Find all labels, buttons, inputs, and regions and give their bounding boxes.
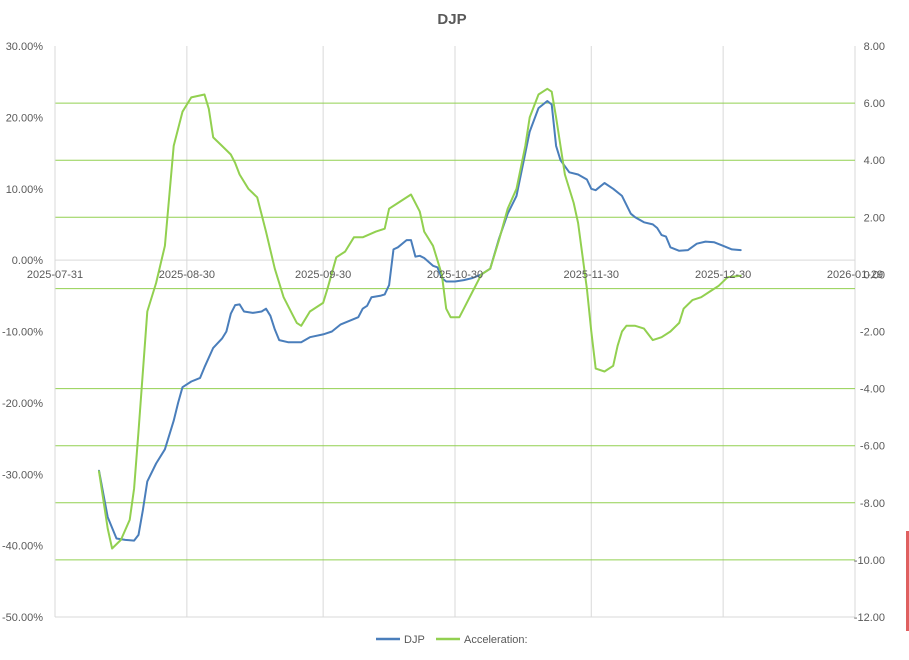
y-right-tick-label: -6.00	[860, 441, 885, 453]
legend: DJP Acceleration:	[376, 634, 528, 646]
y-right-tick-label: -2.00	[860, 327, 885, 339]
y-left-tick-label: 20.00%	[6, 112, 44, 124]
y-right-tick-label: 0.00	[864, 269, 885, 281]
djp-line	[98, 100, 742, 542]
x-tick-label: 2025-10-30	[427, 269, 483, 281]
x-tick-label: 2026-01-29	[827, 269, 883, 281]
legend-label-0: DJP	[404, 634, 425, 646]
y-left-tick-label: 30.00%	[6, 41, 44, 53]
y-right-tick-label: -10.00	[854, 555, 885, 567]
y-left-tick-label: 0.00%	[12, 255, 43, 267]
y-left-tick-label: -10.00%	[2, 327, 43, 339]
y-right-tick-label: 2.00	[864, 212, 885, 224]
y-right-tick-label: -4.00	[860, 384, 885, 396]
x-tick-label: 2025-08-30	[159, 269, 215, 281]
y-right-tick-label: 4.00	[864, 155, 885, 167]
gridlines	[54, 46, 856, 617]
axes	[54, 46, 855, 618]
y-right-tick-label: 8.00	[864, 41, 885, 53]
x-tick-label: 2025-11-30	[564, 269, 619, 281]
legend-label-1: Acceleration:	[464, 634, 528, 646]
x-tick-label: 2025-12-30	[695, 269, 751, 281]
right-edge-accent	[906, 531, 909, 631]
y-right-tick-label: -12.00	[854, 612, 885, 624]
tick-labels: 30.00% 20.00% 10.00% 0.00% -10.00% -20.00% -30…	[2, 41, 885, 624]
series-lines	[98, 87, 742, 550]
y-left-tick-label: -30.00%	[2, 469, 43, 481]
chart-title: DJP	[437, 11, 466, 28]
y-left-tick-label: 10.00%	[6, 184, 44, 196]
reference-lines	[55, 102, 855, 561]
y-right-tick-label: -8.00	[860, 498, 885, 510]
y-right-tick-label: 6.00	[864, 98, 885, 110]
y-left-tick-label: -20.00%	[2, 398, 43, 410]
x-tick-label: 2025-07-31	[27, 269, 83, 281]
acceleration-line	[98, 87, 742, 550]
x-tick-label: 2025-09-30	[295, 269, 351, 281]
y-left-tick-label: -40.00%	[2, 541, 43, 553]
y-left-tick-label: -50.00%	[2, 612, 43, 624]
